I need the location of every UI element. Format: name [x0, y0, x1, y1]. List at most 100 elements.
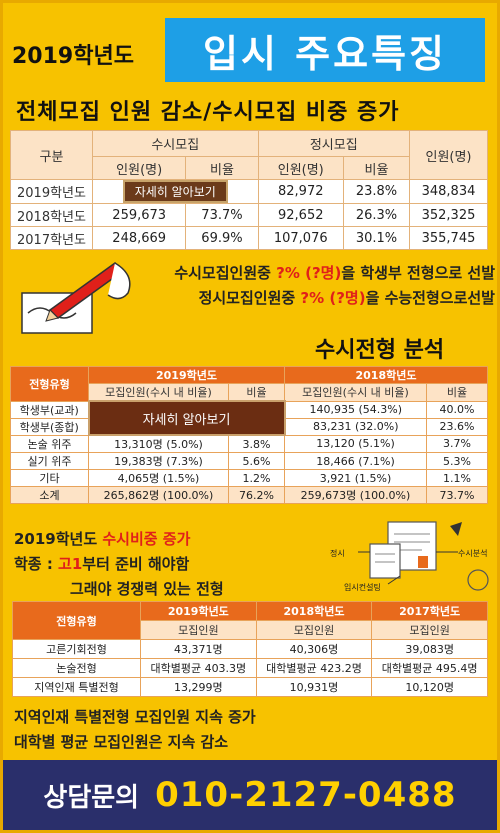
cell: 82,972	[257, 179, 344, 204]
details-button[interactable]: 자세히 알아보기	[87, 400, 286, 436]
row-label: 기타	[10, 469, 89, 487]
contact-footer[interactable]: 상담문의 010-2127-0488	[3, 760, 497, 830]
note-jeongsi: 정시모집인원중 ?% (?명)을 수능전형으로선발	[110, 287, 495, 308]
mid-text: 학종 :	[14, 555, 59, 573]
bottom-line-1: 지역인재 특별전형 모집인원 지속 증가	[14, 708, 256, 726]
table-total-row: 소계 265,862명 (100.0%) 76.2% 259,673명 (100…	[10, 486, 488, 504]
mid-highlight: 고1	[58, 555, 83, 573]
row-label: 소계	[10, 486, 89, 504]
cell: 19,383명 (7.3%)	[88, 452, 229, 470]
cell: 대학별평균 495.4명	[371, 658, 488, 678]
cell: 13,310명 (5.0%)	[88, 434, 229, 453]
table-row: 학생부(교과) 자세히 알아보기 140,935 (54.3%) 40.0%	[10, 400, 488, 436]
cell: 259,673	[91, 203, 187, 227]
cell: 4,065명 (1.5%)	[88, 469, 229, 487]
cell: 3.7%	[426, 434, 488, 453]
doc-label-consult: 입시컨설팅	[344, 582, 381, 592]
subheader-ratio: 비율	[426, 383, 488, 402]
page-title: 입시 주요특징	[165, 18, 485, 82]
row-label: 학생부(교과)	[10, 400, 89, 419]
doc-label-susi: 수시분석	[458, 548, 487, 558]
row-label: 논술전형	[12, 658, 141, 678]
note-highlight: ?% (?명)	[276, 264, 342, 282]
col-header-total: 인원(명)	[409, 130, 488, 180]
table-row: 2017학년도 248,669 69.9% 107,076 30.1% 355,…	[10, 226, 488, 250]
cell: 348,834	[409, 179, 488, 204]
cell: 76.2%	[228, 486, 285, 504]
note-text: 정시모집인원중	[198, 289, 301, 307]
cell: 10,931명	[255, 677, 373, 697]
cell: 92,652	[257, 203, 344, 227]
table-row: 2018학년도 259,673 73.7% 92,652 26.3% 352,3…	[10, 203, 488, 227]
documents-icon: 정시 수시분석 입시컨설팅	[330, 521, 489, 592]
cell: 352,325	[409, 203, 488, 227]
note-text: 을 학생부 전형으로 선발	[341, 264, 495, 282]
cell: 1.1%	[426, 469, 488, 487]
subheader-ratio: 비율	[185, 156, 259, 180]
col-header-2017: 2017학년도	[371, 601, 488, 621]
subheader-recruit: 모집인원	[371, 620, 488, 640]
subheader-recruit: 모집인원(수시 내 비율)	[284, 383, 427, 402]
doc-label-jeongsi: 정시	[330, 548, 345, 558]
header-year: 2019학년도	[12, 44, 134, 69]
cell: 26.3%	[342, 203, 411, 227]
table-row: 기타 4,065명 (1.5%) 1.2% 3,921 (1.5%) 1.1%	[10, 469, 488, 487]
subheader-recruit: 모집인원	[140, 620, 257, 640]
cell: 265,862명 (100.0%)	[88, 486, 229, 504]
cell: 5.3%	[426, 452, 488, 470]
subheader-count: 인원(명)	[257, 156, 344, 180]
note-susi: 수시모집인원중 ?% (?명)을 학생부 전형으로 선발	[110, 262, 495, 283]
mid-line-1: 2019학년도 수시비중 증가	[14, 528, 190, 549]
cell: 대학별평균 403.3명	[140, 658, 257, 678]
cell: 23.8%	[342, 179, 411, 204]
table-subheader-row: 인원(명) 비율 인원(명) 비율	[11, 156, 488, 180]
subheader-count: 인원(명)	[91, 156, 187, 180]
cell: 30.1%	[342, 226, 411, 250]
phone-number[interactable]: 010-2127-0488	[155, 775, 457, 815]
cell: 83,231 (32.0%)	[284, 417, 427, 436]
mid-text: 부터 준비 해야함	[82, 555, 190, 573]
row-label: 실기 위주	[10, 452, 89, 470]
table-row: 지역인재 특별전형 13,299명 10,931명 10,120명	[12, 677, 488, 697]
col-header-2018: 2018학년도	[255, 601, 373, 621]
table-subheader-row: 모집인원 모집인원 모집인원	[13, 620, 488, 640]
cell: 13,120 (5.1%)	[284, 434, 427, 453]
cell: 대학별평균 423.2명	[255, 658, 373, 678]
cell: 23.6%	[426, 417, 488, 436]
table-row: 실기 위주 19,383명 (7.3%) 5.6% 18,466 (7.1%) …	[10, 452, 488, 470]
col-header-type: 구분	[10, 130, 93, 180]
col-header-jeongsi: 정시모집	[257, 130, 411, 157]
col-header-2019: 2019학년도	[88, 366, 285, 384]
col-header-susi: 수시모집	[92, 130, 259, 157]
row-label: 지역인재 특별전형	[12, 677, 141, 697]
cell: 40.0%	[426, 400, 488, 419]
cell: 5.6%	[228, 452, 285, 470]
pencil-hand-icon	[21, 262, 131, 334]
mid-line-2: 학종 : 고1부터 준비 해야함	[14, 553, 189, 574]
details-button[interactable]: 자세히 알아보기	[122, 180, 228, 203]
cell: 40,306명	[255, 639, 373, 659]
note-text: 수시모집인원중	[174, 264, 277, 282]
table-row: 고른기회전형 43,371명 40,306명 39,083명	[12, 639, 488, 659]
note-highlight: ?% (?명)	[300, 289, 366, 307]
cell: 13,299명	[140, 677, 257, 697]
col-header-type: 전형유형	[10, 366, 89, 402]
col-header-type: 전형유형	[12, 601, 141, 640]
table-header-row: 구분 수시모집 정시모집 인원(명)	[10, 130, 488, 180]
cell: 10,120명	[371, 677, 488, 697]
table-row: 학생부(종합) 83,231 (32.0%) 23.6%	[10, 417, 488, 436]
subheader-recruit: 모집인원(수시 내 비율)	[88, 383, 229, 402]
cell: 39,083명	[371, 639, 488, 659]
mid-line-3: 그래야 경쟁력 있는 전형	[70, 580, 224, 598]
row-label: 논술 위주	[10, 434, 89, 453]
mid-text: 2019학년도	[14, 530, 103, 548]
section1-subtitle: 전체모집 인원 감소/수시모집 비중 증가	[16, 100, 400, 125]
cell: 140,935 (54.3%)	[284, 400, 427, 419]
cell: 73.7%	[426, 486, 488, 504]
row-label: 2017학년도	[10, 226, 93, 250]
mid-highlight: 수시비중 증가	[102, 530, 191, 548]
cell: 355,745	[409, 226, 488, 250]
cell: 1.2%	[228, 469, 285, 487]
cell: 259,673명 (100.0%)	[284, 486, 427, 504]
